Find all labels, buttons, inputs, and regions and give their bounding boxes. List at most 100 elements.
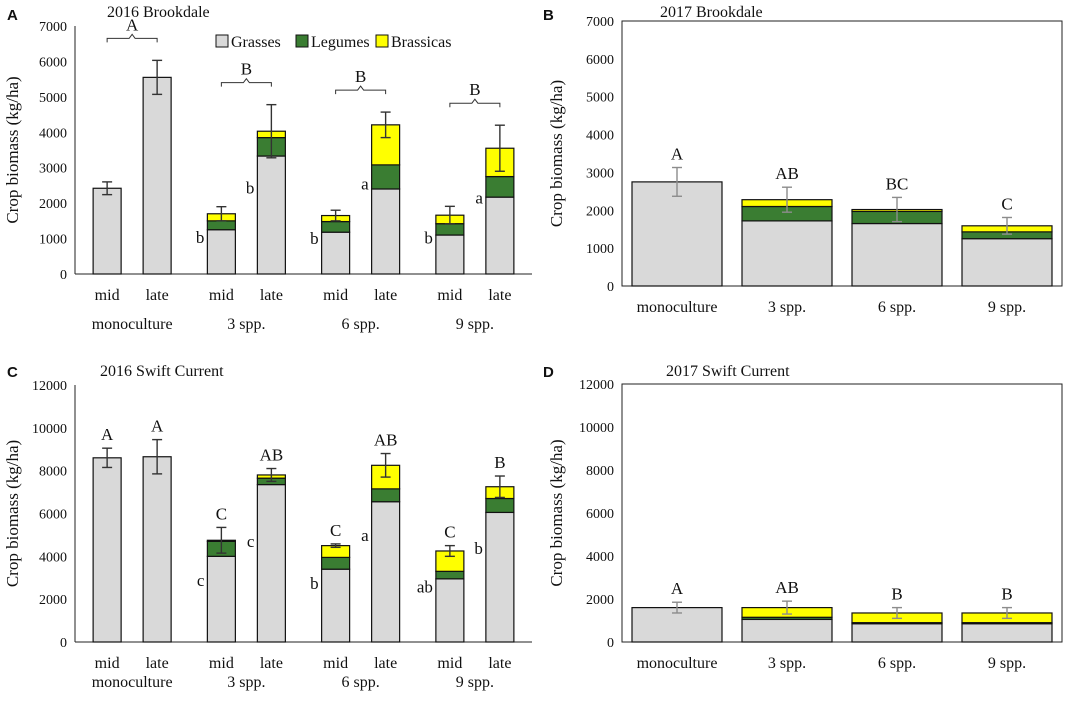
y-tick-label: 2000 bbox=[586, 204, 614, 219]
group-label: 9 spp. bbox=[456, 674, 494, 691]
x-tick-label: late bbox=[260, 287, 283, 304]
y-tick-label: 2000 bbox=[39, 593, 67, 608]
significance-letter: b bbox=[246, 178, 255, 197]
y-tick-label: 0 bbox=[607, 280, 614, 295]
legend-swatch-legumes bbox=[295, 34, 309, 48]
y-tick-label: 4000 bbox=[586, 129, 614, 144]
y-tick-label: 12000 bbox=[32, 379, 67, 394]
comparison-bracket bbox=[220, 77, 272, 87]
x-tick-label: mid bbox=[95, 655, 120, 672]
significance-letter: c bbox=[247, 532, 255, 551]
significance-letter-group: B bbox=[241, 60, 252, 79]
bar-segment-grasses-6-spp-late bbox=[371, 188, 401, 275]
bar-segment-grasses-6-spp-mid bbox=[321, 568, 351, 643]
bar-segment-grasses-monoculture-mid bbox=[92, 457, 122, 643]
x-tick-label: 3 spp. bbox=[768, 655, 806, 672]
x-tick-label: monoculture bbox=[637, 299, 718, 316]
x-tick-label: late bbox=[488, 655, 511, 672]
panel-2016-swift-current: C 2016 Swift Current 0 2000 4000 6000 8000 1000… bbox=[3, 363, 532, 691]
bar-segment-grasses-9-spp-late bbox=[485, 511, 515, 643]
y-tick-label: 10000 bbox=[579, 421, 614, 436]
significance-letter-top: AB bbox=[260, 446, 284, 465]
x-tick-label: late bbox=[488, 287, 511, 304]
x-tick-label: late bbox=[374, 287, 397, 304]
x-tick-label: monoculture bbox=[637, 655, 718, 672]
bar-segment-grasses-3-spp-mid bbox=[206, 229, 236, 275]
bar-segment-grasses-9-spp bbox=[961, 623, 1053, 643]
group-label: monoculture bbox=[92, 674, 173, 691]
y-tick-label: 12000 bbox=[579, 378, 614, 393]
y-tick-label: 7000 bbox=[39, 20, 67, 35]
legend-swatch-grasses bbox=[215, 34, 229, 48]
group-label: 3 spp. bbox=[227, 316, 265, 333]
panel-letter: C bbox=[7, 364, 18, 381]
y-axis-label: Crop biomass (kg/ha) bbox=[3, 76, 22, 223]
x-tick-label: late bbox=[374, 655, 397, 672]
comparison-bracket bbox=[449, 98, 501, 108]
y-tick-label: 8000 bbox=[586, 464, 614, 479]
significance-letter: a bbox=[361, 175, 369, 194]
significance-letter: c bbox=[197, 571, 205, 590]
significance-letter: AB bbox=[775, 164, 799, 183]
legend-swatch-brassicas bbox=[375, 34, 389, 48]
x-tick-label: 3 spp. bbox=[768, 299, 806, 316]
bar-segment-grasses-9-spp-late bbox=[485, 196, 515, 275]
legend: Grasses Legumes Brassicas bbox=[215, 34, 451, 51]
significance-letter: BC bbox=[886, 174, 909, 193]
significance-letter-top: C bbox=[330, 521, 341, 540]
panel-letter: D bbox=[543, 364, 554, 381]
significance-letter: b bbox=[196, 228, 205, 247]
panel-2017-brookdale: B 2017 Brookdale 0 1000 2000 3000 4000 5000 6000… bbox=[543, 4, 1063, 316]
y-tick-label: 1000 bbox=[39, 233, 67, 248]
x-tick-label: 9 spp. bbox=[988, 655, 1026, 672]
y-tick-label: 2000 bbox=[39, 197, 67, 212]
panel-letter: B bbox=[543, 7, 554, 24]
bar-segment-grasses-6-spp-late bbox=[371, 501, 401, 643]
y-tick-label: 8000 bbox=[39, 465, 67, 480]
y-tick-label: 6000 bbox=[39, 55, 67, 70]
significance-letter: ab bbox=[417, 577, 433, 596]
bar-segment-grasses-9-spp-mid bbox=[435, 234, 465, 275]
bar-segment-legumes-9-spp-mid bbox=[435, 570, 465, 580]
bar-segment-grasses-3-spp-late bbox=[256, 483, 286, 643]
y-tick-label: 7000 bbox=[586, 15, 614, 30]
significance-letter: C bbox=[1001, 194, 1012, 213]
chart-title: 2017 Swift Current bbox=[666, 363, 790, 380]
y-axis-label: Crop biomass (kg/ha) bbox=[3, 440, 22, 587]
bar-segment-grasses-monoculture-mid bbox=[92, 187, 122, 275]
bar-segment-grasses-9-spp-mid bbox=[435, 578, 465, 643]
x-tick-label: late bbox=[146, 655, 169, 672]
y-tick-label: 4000 bbox=[39, 126, 67, 141]
plot-frame bbox=[621, 383, 1063, 643]
y-tick-label: 6000 bbox=[586, 53, 614, 68]
x-tick-label: mid bbox=[437, 287, 462, 304]
chart-title: 2016 Swift Current bbox=[100, 363, 224, 380]
bar-segment-grasses-3-spp bbox=[741, 220, 833, 287]
bar-segment-grasses-monoculture-late bbox=[142, 76, 172, 275]
y-tick-label: 1000 bbox=[586, 242, 614, 257]
bar-segment-legumes-6-spp-late bbox=[371, 164, 401, 190]
group-label: monoculture bbox=[92, 316, 173, 333]
chart-title: 2016 Brookdale bbox=[107, 4, 210, 21]
y-tick-label: 4000 bbox=[586, 550, 614, 565]
significance-letter: a bbox=[361, 526, 369, 545]
bar-segment-grasses-3-spp-late bbox=[256, 155, 286, 275]
significance-letter: A bbox=[671, 145, 684, 164]
y-tick-label: 0 bbox=[60, 636, 67, 651]
significance-letter-group: A bbox=[126, 15, 139, 34]
y-tick-label: 10000 bbox=[32, 422, 67, 437]
group-label: 6 spp. bbox=[342, 674, 380, 691]
bar-segment-grasses-3-spp bbox=[741, 618, 833, 643]
significance-letter: b bbox=[310, 229, 319, 248]
bar-segment-grasses-6-spp-mid bbox=[321, 231, 351, 275]
significance-letter: AB bbox=[775, 578, 799, 597]
bar-segment-grasses-monoculture-late bbox=[142, 456, 172, 643]
y-tick-label: 6000 bbox=[39, 508, 67, 523]
bar-segment-legumes-6-spp-mid bbox=[321, 556, 351, 570]
x-tick-label: 6 spp. bbox=[878, 299, 916, 316]
significance-letter-top: C bbox=[444, 523, 455, 542]
y-tick-label: 4000 bbox=[39, 550, 67, 565]
bar-segment-legumes-9-spp-late bbox=[485, 497, 515, 514]
y-tick-label: 6000 bbox=[586, 507, 614, 522]
significance-letter-top: AB bbox=[374, 431, 398, 450]
